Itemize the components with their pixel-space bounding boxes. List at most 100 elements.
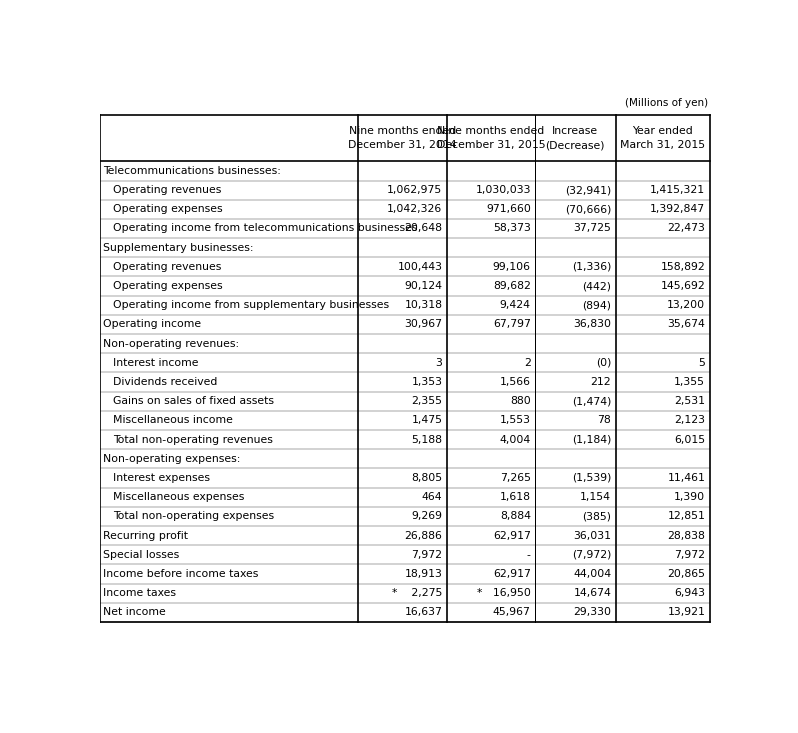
- Text: 2: 2: [524, 358, 531, 368]
- Text: 28,838: 28,838: [667, 531, 705, 540]
- Text: 37,725: 37,725: [573, 224, 611, 234]
- Text: 14,674: 14,674: [573, 588, 611, 598]
- Text: 1,062,975: 1,062,975: [387, 185, 442, 195]
- Text: 4,004: 4,004: [500, 435, 531, 445]
- Text: Gains on sales of fixed assets: Gains on sales of fixed assets: [113, 397, 275, 406]
- Text: 89,682: 89,682: [493, 281, 531, 291]
- Text: 62,917: 62,917: [493, 569, 531, 579]
- Text: 2,123: 2,123: [674, 416, 705, 425]
- Text: 971,660: 971,660: [486, 205, 531, 214]
- Text: 35,674: 35,674: [667, 320, 705, 329]
- Text: Non-operating expenses:: Non-operating expenses:: [104, 454, 241, 464]
- Text: (7,972): (7,972): [572, 550, 611, 560]
- Text: 1,566: 1,566: [500, 377, 531, 387]
- Text: 13,200: 13,200: [667, 301, 705, 310]
- Text: 212: 212: [591, 377, 611, 387]
- Text: 13,921: 13,921: [667, 608, 705, 617]
- Text: Operating revenues: Operating revenues: [113, 262, 222, 272]
- Text: 5: 5: [698, 358, 705, 368]
- Text: 2,531: 2,531: [674, 397, 705, 406]
- Text: 1,475: 1,475: [412, 416, 442, 425]
- Text: 8,884: 8,884: [500, 512, 531, 521]
- Text: 26,886: 26,886: [405, 531, 442, 540]
- Text: 1,353: 1,353: [412, 377, 442, 387]
- Text: 29,330: 29,330: [573, 608, 611, 617]
- Text: 18,913: 18,913: [405, 569, 442, 579]
- Text: Operating expenses: Operating expenses: [113, 205, 223, 214]
- Text: (1,539): (1,539): [572, 473, 611, 483]
- Text: (Millions of yen): (Millions of yen): [625, 97, 708, 108]
- Text: 5,188: 5,188: [412, 435, 442, 445]
- Text: 44,004: 44,004: [573, 569, 611, 579]
- Text: 78: 78: [598, 416, 611, 425]
- Text: 90,124: 90,124: [405, 281, 442, 291]
- Text: 3: 3: [436, 358, 442, 368]
- Text: 16,637: 16,637: [405, 608, 442, 617]
- Text: *   16,950: * 16,950: [477, 588, 531, 598]
- Text: 99,106: 99,106: [493, 262, 531, 272]
- Text: 20,648: 20,648: [405, 224, 442, 234]
- Text: Operating income: Operating income: [104, 320, 202, 329]
- Text: Nine months ended
December 31, 2015: Nine months ended December 31, 2015: [437, 126, 545, 150]
- Text: Operating income from supplementary businesses: Operating income from supplementary busi…: [113, 301, 389, 310]
- Text: 1,030,033: 1,030,033: [476, 185, 531, 195]
- Text: (0): (0): [596, 358, 611, 368]
- Text: 1,392,847: 1,392,847: [650, 205, 705, 214]
- Text: Recurring profit: Recurring profit: [104, 531, 188, 540]
- Text: 7,265: 7,265: [500, 473, 531, 483]
- Text: 62,917: 62,917: [493, 531, 531, 540]
- Text: Interest expenses: Interest expenses: [113, 473, 211, 483]
- Text: (385): (385): [583, 512, 611, 521]
- Text: 1,553: 1,553: [500, 416, 531, 425]
- Text: Non-operating revenues:: Non-operating revenues:: [104, 339, 239, 349]
- Text: 7,972: 7,972: [412, 550, 442, 560]
- Text: *    2,275: * 2,275: [392, 588, 442, 598]
- Text: -: -: [527, 550, 531, 560]
- Text: Operating income from telecommunications businesses: Operating income from telecommunications…: [113, 224, 418, 234]
- Text: Income taxes: Income taxes: [104, 588, 176, 598]
- Text: 2,355: 2,355: [412, 397, 442, 406]
- Text: 158,892: 158,892: [661, 262, 705, 272]
- Text: 9,269: 9,269: [412, 512, 442, 521]
- Text: 6,943: 6,943: [674, 588, 705, 598]
- Text: 1,042,326: 1,042,326: [387, 205, 442, 214]
- Text: 100,443: 100,443: [397, 262, 442, 272]
- Text: 9,424: 9,424: [500, 301, 531, 310]
- Text: (1,336): (1,336): [572, 262, 611, 272]
- Text: 464: 464: [422, 492, 442, 502]
- Text: 20,865: 20,865: [667, 569, 705, 579]
- Text: 7,972: 7,972: [674, 550, 705, 560]
- Text: Miscellaneous expenses: Miscellaneous expenses: [113, 492, 245, 502]
- Text: Operating expenses: Operating expenses: [113, 281, 223, 291]
- Text: Net income: Net income: [104, 608, 166, 617]
- Text: 11,461: 11,461: [667, 473, 705, 483]
- Text: 45,967: 45,967: [493, 608, 531, 617]
- Text: Total non-operating expenses: Total non-operating expenses: [113, 512, 275, 521]
- Text: Operating revenues: Operating revenues: [113, 185, 222, 195]
- Text: (32,941): (32,941): [565, 185, 611, 195]
- Text: 58,373: 58,373: [493, 224, 531, 234]
- Text: (70,666): (70,666): [565, 205, 611, 214]
- Text: (894): (894): [583, 301, 611, 310]
- Bar: [100, 115, 709, 161]
- Text: 36,830: 36,830: [573, 320, 611, 329]
- Text: 22,473: 22,473: [667, 224, 705, 234]
- Text: Increase
(Decrease): Increase (Decrease): [546, 126, 605, 150]
- Text: Dividends received: Dividends received: [113, 377, 218, 387]
- Text: 10,318: 10,318: [405, 301, 442, 310]
- Text: Miscellaneous income: Miscellaneous income: [113, 416, 233, 425]
- Text: 67,797: 67,797: [493, 320, 531, 329]
- Text: 1,415,321: 1,415,321: [650, 185, 705, 195]
- Text: 145,692: 145,692: [661, 281, 705, 291]
- Text: Total non-operating revenues: Total non-operating revenues: [113, 435, 273, 445]
- Text: 1,154: 1,154: [580, 492, 611, 502]
- Text: (442): (442): [583, 281, 611, 291]
- Text: 12,851: 12,851: [667, 512, 705, 521]
- Text: 30,967: 30,967: [405, 320, 442, 329]
- Text: (1,474): (1,474): [572, 397, 611, 406]
- Text: 8,805: 8,805: [411, 473, 442, 483]
- Text: 880: 880: [510, 397, 531, 406]
- Text: Year ended
March 31, 2015: Year ended March 31, 2015: [620, 126, 705, 150]
- Text: 36,031: 36,031: [573, 531, 611, 540]
- Text: Special losses: Special losses: [104, 550, 180, 560]
